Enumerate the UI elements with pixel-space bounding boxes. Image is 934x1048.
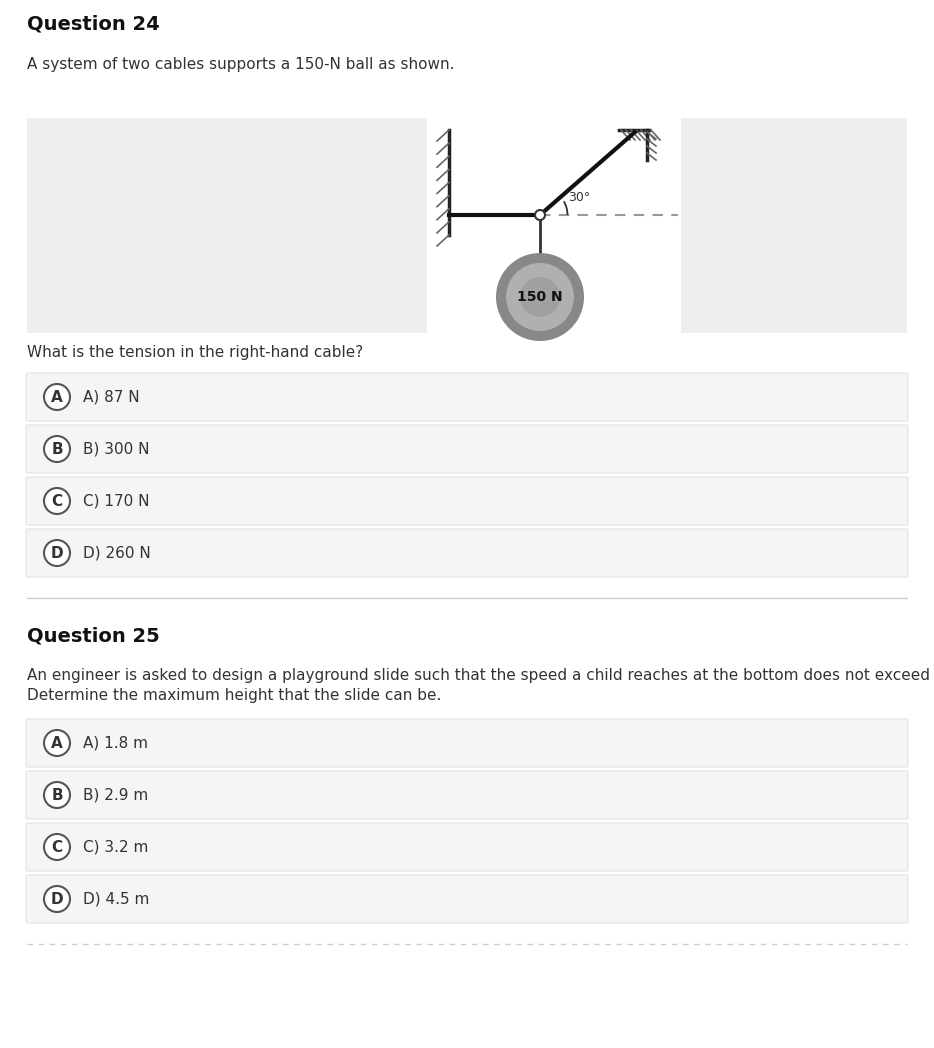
Bar <box>427 118 681 333</box>
Circle shape <box>44 436 70 462</box>
Text: D: D <box>50 892 64 907</box>
Text: Question 24: Question 24 <box>27 15 160 34</box>
FancyBboxPatch shape <box>26 529 908 577</box>
Text: D: D <box>50 546 64 561</box>
FancyBboxPatch shape <box>26 875 908 923</box>
Text: What is the tension in the right-hand cable?: What is the tension in the right-hand ca… <box>27 345 363 361</box>
Text: Question 25: Question 25 <box>27 626 160 645</box>
FancyBboxPatch shape <box>26 425 908 473</box>
Text: D) 260 N: D) 260 N <box>83 546 150 561</box>
FancyBboxPatch shape <box>26 823 908 871</box>
Text: D) 4.5 m: D) 4.5 m <box>83 892 149 907</box>
Circle shape <box>44 834 70 860</box>
Text: A: A <box>51 390 63 405</box>
Text: A) 87 N: A) 87 N <box>83 390 139 405</box>
Text: B: B <box>51 787 63 803</box>
FancyBboxPatch shape <box>26 477 908 525</box>
Circle shape <box>506 263 574 331</box>
Text: An engineer is asked to design a playground slide such that the speed a child re: An engineer is asked to design a playgro… <box>27 668 934 683</box>
Text: 150 N: 150 N <box>517 290 563 304</box>
Text: A: A <box>51 736 63 750</box>
Text: C) 170 N: C) 170 N <box>83 494 149 508</box>
Circle shape <box>496 253 584 341</box>
Circle shape <box>44 488 70 514</box>
Text: 30°: 30° <box>568 191 590 204</box>
FancyBboxPatch shape <box>26 373 908 421</box>
Text: B) 300 N: B) 300 N <box>83 441 149 457</box>
Text: C: C <box>51 839 63 854</box>
Circle shape <box>520 277 560 316</box>
Circle shape <box>535 210 545 220</box>
Text: A) 1.8 m: A) 1.8 m <box>83 736 148 750</box>
Bar <box>681 118 907 333</box>
Circle shape <box>44 886 70 912</box>
Circle shape <box>44 782 70 808</box>
Bar <box>27 118 427 333</box>
Text: A system of two cables supports a 150-N ball as shown.: A system of two cables supports a 150-N … <box>27 57 455 72</box>
Text: C) 3.2 m: C) 3.2 m <box>83 839 149 854</box>
Text: B) 2.9 m: B) 2.9 m <box>83 787 149 803</box>
Circle shape <box>44 540 70 566</box>
Text: B: B <box>51 441 63 457</box>
Text: Determine the maximum height that the slide can be.: Determine the maximum height that the sl… <box>27 687 442 703</box>
FancyBboxPatch shape <box>26 771 908 818</box>
Circle shape <box>44 730 70 756</box>
Text: C: C <box>51 494 63 508</box>
Circle shape <box>44 384 70 410</box>
FancyBboxPatch shape <box>26 719 908 767</box>
